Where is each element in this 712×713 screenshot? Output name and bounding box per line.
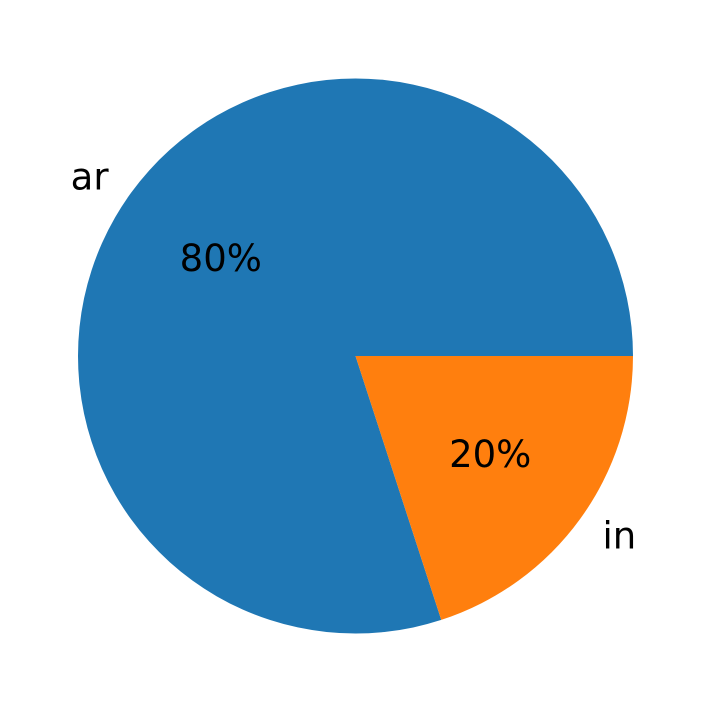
slice-label-in: in xyxy=(602,514,636,557)
slice-label-ar: ar xyxy=(71,156,110,199)
pie-slice-in xyxy=(355,356,633,620)
pct-label-in: 20% xyxy=(449,433,531,476)
pct-label-ar: 80% xyxy=(180,237,262,280)
pie-slice-ar xyxy=(78,78,633,634)
